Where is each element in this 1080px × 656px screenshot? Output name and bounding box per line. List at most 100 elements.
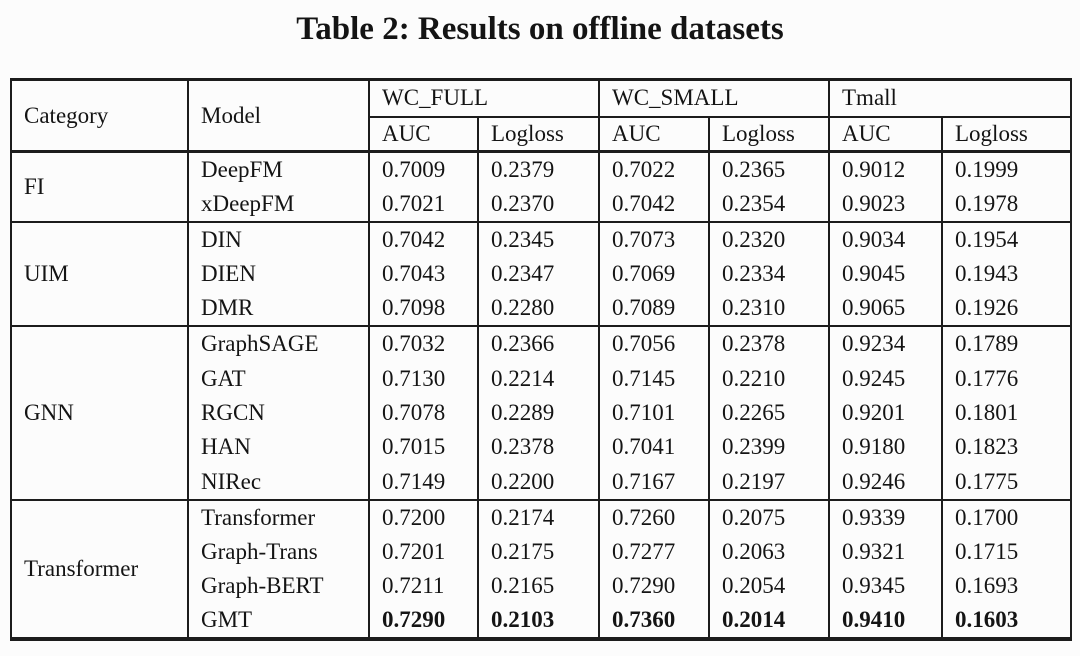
metric-cell: 0.1715 [941, 534, 1072, 569]
metric-cell: 0.2200 [477, 464, 600, 500]
table-row: Transformer Transformer 0.7200 0.2174 0.7260… [10, 498, 1072, 640]
metric-cell: 0.2197 [708, 464, 830, 500]
metric-cell: 0.1603 [941, 603, 1072, 640]
metric-cell: 0.1693 [941, 568, 1072, 604]
metric-cell: 0.2334 [708, 257, 830, 292]
metric-cell: 0.1926 [941, 291, 1072, 327]
metric-cell: 0.7041 [598, 430, 710, 465]
metric-cell: 0.2054 [708, 568, 830, 604]
metric-cell: 0.7200 [368, 498, 479, 535]
metric-cell: 0.9180 [828, 430, 943, 465]
metric-cell: 0.9246 [828, 464, 943, 500]
metric-cell: 0.2399 [708, 430, 830, 465]
metric-cell: 0.1789 [941, 325, 1072, 362]
header-wc-full-auc: AUC [368, 116, 479, 153]
metric-cell: 0.9321 [828, 534, 943, 569]
metric-cell: 0.7290 [598, 568, 710, 604]
metric-cell: 0.7145 [598, 361, 710, 396]
metric-cell: 0.7032 [368, 325, 479, 362]
metric-cell: 0.7015 [368, 430, 479, 465]
metric-cell: 0.2379 [477, 150, 600, 187]
metric-cell: 0.7073 [598, 221, 710, 257]
category-cell: UIM [10, 220, 189, 327]
metric-cell: 0.2174 [477, 498, 600, 535]
model-cell: xDeepFM [187, 187, 370, 222]
header-tmall-logloss: Logloss [941, 116, 1072, 153]
results-table: Category Model WC_FULL WC_SMALL Tmall AU… [10, 78, 1072, 642]
table-body: FI DeepFM 0.7009 0.2379 0.7022 0.2365 0.9012 0.… [10, 150, 1072, 640]
table-row: NIRec 0.7149 0.2200 0.7167 0.2197 0.9246 0.177… [11, 464, 1072, 500]
metric-cell: 0.1801 [941, 395, 1072, 431]
metric-cell: 0.7260 [598, 498, 710, 535]
metric-cell: 0.9339 [828, 498, 943, 535]
metric-cell: 0.9245 [828, 361, 943, 396]
metric-cell: 0.9345 [828, 568, 943, 604]
header-group-wc-full: WC_FULL [368, 79, 600, 118]
metric-cell: 0.7130 [368, 361, 479, 396]
metric-cell: 0.7098 [368, 291, 479, 327]
metric-cell: 0.1776 [941, 361, 1072, 396]
table-row: GNN GraphSAGE 0.7032 0.2366 0.7056 0.2378 0.92… [10, 325, 1072, 500]
metric-cell: 0.7009 [368, 150, 479, 187]
header-model: Model [187, 79, 370, 153]
metric-cell: 0.2354 [708, 187, 830, 222]
metric-cell: 0.2320 [708, 221, 830, 257]
metric-cell: 0.7360 [598, 603, 710, 640]
metric-cell: 0.7042 [368, 221, 479, 257]
table-row: Graph-BERT 0.7211 0.2165 0.7290 0.2054 0.9345… [11, 568, 1072, 604]
metric-cell: 0.7043 [368, 257, 479, 292]
table-row: DIEN 0.7043 0.2347 0.7069 0.2334 0.9045 0.1943 [11, 257, 1072, 292]
metric-cell: 0.2378 [708, 325, 830, 362]
header-category: Category [10, 79, 189, 153]
metric-cell: 0.7042 [598, 187, 710, 222]
metric-cell: 0.2075 [708, 498, 830, 535]
model-cell: DeepFM [187, 150, 370, 187]
table-row: Graph-Trans 0.7201 0.2175 0.7277 0.2063 0.932… [11, 534, 1072, 569]
metric-cell: 0.9234 [828, 325, 943, 362]
category-cell: Transformer [10, 498, 189, 640]
header-metric-row: AUC Logloss AUC Logloss AUC Logloss [11, 116, 1072, 153]
metric-cell: 0.2289 [477, 395, 600, 431]
metric-cell: 0.9012 [828, 150, 943, 187]
model-cell: DMR [187, 291, 370, 327]
metric-cell: 0.7290 [368, 603, 479, 640]
table-row: DMR 0.7098 0.2280 0.7089 0.2310 0.9065 0.1926 [11, 291, 1072, 327]
metric-cell: 0.7022 [598, 150, 710, 187]
metric-cell: 0.2165 [477, 568, 600, 604]
metric-cell: 0.2103 [477, 603, 600, 640]
table-row: FI DeepFM 0.7009 0.2379 0.7022 0.2365 0.9012 0.… [10, 150, 1072, 222]
metric-cell: 0.2063 [708, 534, 830, 569]
metric-cell: 0.1700 [941, 498, 1072, 535]
header-wc-small-auc: AUC [598, 116, 710, 153]
metric-cell: 0.2347 [477, 257, 600, 292]
model-cell: DIEN [187, 257, 370, 292]
metric-cell: 0.7078 [368, 395, 479, 431]
category-cell: FI [10, 150, 189, 222]
header-group-tmall: Tmall [828, 79, 1072, 118]
metric-cell: 0.2378 [477, 430, 600, 465]
model-cell: GMT [187, 603, 370, 640]
model-cell: GraphSAGE [187, 325, 370, 362]
header-group-row: Category Model WC_FULL WC_SMALL Tmall [10, 79, 1072, 153]
metric-cell: 0.7211 [368, 568, 479, 604]
metric-cell: 0.2366 [477, 325, 600, 362]
metric-cell: 0.7149 [368, 464, 479, 500]
metric-cell: 0.9410 [828, 603, 943, 640]
metric-cell: 0.1823 [941, 430, 1072, 465]
model-cell: Transformer [187, 498, 370, 535]
model-cell: RGCN [187, 395, 370, 431]
metric-cell: 0.1954 [941, 221, 1072, 257]
header-wc-small-logloss: Logloss [708, 116, 830, 153]
metric-cell: 0.7056 [598, 325, 710, 362]
metric-cell: 0.9034 [828, 221, 943, 257]
metric-cell: 0.7167 [598, 464, 710, 500]
metric-cell: 0.2214 [477, 361, 600, 396]
metric-cell: 0.2370 [477, 187, 600, 222]
metric-cell: 0.9065 [828, 291, 943, 327]
metric-cell: 0.2175 [477, 534, 600, 569]
table-row: xDeepFM 0.7021 0.2370 0.7042 0.2354 0.9023 0.1… [11, 187, 1072, 222]
metric-cell: 0.2014 [708, 603, 830, 640]
model-cell: Graph-Trans [187, 534, 370, 569]
metric-cell: 0.7277 [598, 534, 710, 569]
